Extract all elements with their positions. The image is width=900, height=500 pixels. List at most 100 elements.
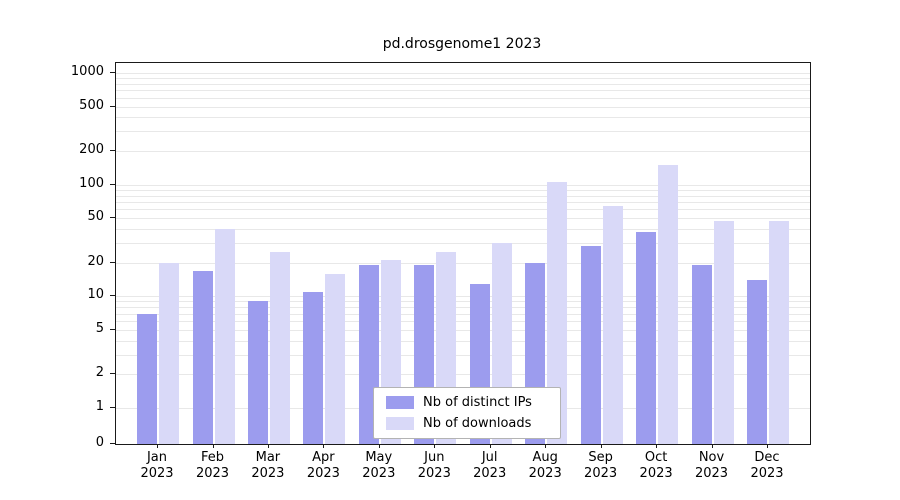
- y-axis-tick: [110, 295, 115, 297]
- gridline: [116, 313, 810, 315]
- bar-downloads-sep: [602, 205, 623, 444]
- gridline: [116, 131, 810, 133]
- y-axis-tick-label: 20: [87, 253, 104, 269]
- y-axis-tick-label: 5: [95, 320, 104, 336]
- y-axis-tick-label: 0: [95, 435, 104, 450]
- bar-downloads-oct: [658, 165, 679, 444]
- gridline: [116, 184, 810, 186]
- y-axis-tick: [110, 261, 115, 263]
- x-axis-tick: [545, 444, 547, 448]
- bar-downloads-jan: [159, 262, 179, 444]
- x-axis-tick-label: Mar 2023: [251, 450, 285, 481]
- gridline: [116, 301, 810, 303]
- gridline: [116, 151, 810, 153]
- x-axis-tick-label: Feb 2023: [195, 450, 230, 481]
- legend: Nb of distinct IPs Nb of downloads: [373, 387, 561, 439]
- bar-downloads-feb: [214, 229, 235, 444]
- gridline: [116, 243, 810, 245]
- x-axis-tick-label: Jan 2023: [140, 450, 174, 481]
- bar-distinct-ips-dec: [747, 280, 767, 444]
- y-axis-tick-label: 2: [95, 365, 104, 381]
- bar-distinct-ips-sep: [580, 246, 601, 444]
- gridline: [116, 202, 810, 203]
- x-axis-tick: [267, 444, 269, 448]
- gridline: [116, 189, 810, 191]
- gridline: [116, 195, 810, 197]
- y-axis-tick-label: 50: [87, 209, 104, 225]
- gridline: [116, 106, 810, 108]
- y-axis-tick-label: 1000: [70, 64, 104, 79]
- bar-distinct-ips-jan: [137, 313, 157, 444]
- bar-downloads-aug: [547, 182, 568, 444]
- bar-distinct-ips-feb: [192, 270, 213, 444]
- y-axis-tick: [110, 328, 115, 330]
- gridline: [116, 296, 810, 298]
- x-axis-tick: [711, 444, 713, 448]
- legend-label-downloads: Nb of downloads: [423, 416, 532, 431]
- gridline: [116, 321, 810, 323]
- x-axis-tick-label: Sep 2023: [584, 450, 618, 481]
- y-axis-tick: [110, 443, 115, 444]
- gridline: [116, 329, 810, 331]
- bar-distinct-ips-apr: [303, 291, 324, 444]
- y-axis-tick: [110, 183, 115, 185]
- bar-downloads-apr: [325, 273, 346, 444]
- x-axis-tick: [378, 444, 380, 448]
- gridline: [116, 354, 810, 356]
- x-axis-tick: [157, 444, 158, 448]
- y-axis-tick: [110, 72, 115, 73]
- gridline: [116, 83, 810, 85]
- gridline: [116, 73, 810, 74]
- y-axis-tick: [110, 407, 115, 408]
- gridline: [116, 117, 810, 119]
- x-axis-tick: [600, 444, 602, 448]
- y-axis-tick-label: 10: [87, 287, 104, 303]
- bar-distinct-ips-oct: [636, 231, 657, 444]
- x-axis-tick-label: Jul 2023: [473, 450, 507, 481]
- y-axis-tick-label: 500: [79, 97, 104, 113]
- gridline: [116, 209, 810, 211]
- gridline: [116, 90, 810, 92]
- legend-swatch-distinct-ips: [386, 396, 414, 409]
- x-axis-tick-label: Oct 2023: [639, 450, 673, 481]
- bar-downloads-mar: [269, 251, 290, 444]
- gridline: [116, 307, 810, 309]
- legend-label-distinct-ips: Nb of distinct IPs: [423, 395, 532, 410]
- gridline: [116, 374, 810, 376]
- x-axis-tick-label: Jun 2023: [417, 450, 451, 481]
- gridline: [116, 340, 810, 342]
- y-axis-tick: [110, 150, 115, 152]
- x-axis-tick-label: Aug 2023: [528, 450, 562, 481]
- chart-title: pd.drosgenome1 2023: [382, 36, 542, 52]
- y-axis-tick: [110, 105, 115, 107]
- y-axis-tick-label: 1: [95, 399, 104, 414]
- x-axis-tick-label: Apr 2023: [306, 450, 340, 481]
- x-axis-tick: [489, 444, 491, 448]
- bar-downloads-dec: [769, 221, 789, 444]
- y-axis-tick-label: 100: [79, 175, 104, 191]
- x-axis-tick-label: Nov 2023: [694, 450, 729, 481]
- legend-swatch-downloads: [386, 417, 414, 430]
- x-axis-tick-label: Dec 2023: [750, 450, 784, 481]
- x-axis-tick: [656, 444, 658, 448]
- legend-item-distinct-ips: Nb of distinct IPs: [374, 392, 560, 413]
- x-axis-tick-label: May 2023: [362, 450, 396, 481]
- bar-downloads-nov: [713, 221, 734, 444]
- plot-area: [115, 62, 811, 445]
- gridline: [116, 218, 810, 220]
- gridline: [116, 97, 810, 99]
- x-axis-tick: [323, 444, 325, 448]
- gridline: [116, 229, 810, 231]
- x-axis-tick: [767, 444, 768, 448]
- x-axis-tick: [434, 444, 436, 448]
- bar-distinct-ips-mar: [247, 301, 268, 444]
- gridline: [116, 262, 810, 264]
- y-axis-tick: [110, 373, 115, 375]
- x-axis-tick: [212, 444, 214, 448]
- y-axis-tick-label: 200: [79, 142, 104, 158]
- gridline: [116, 78, 810, 80]
- y-axis-tick: [110, 217, 115, 219]
- bar-distinct-ips-nov: [691, 265, 712, 444]
- legend-item-downloads: Nb of downloads: [374, 413, 560, 434]
